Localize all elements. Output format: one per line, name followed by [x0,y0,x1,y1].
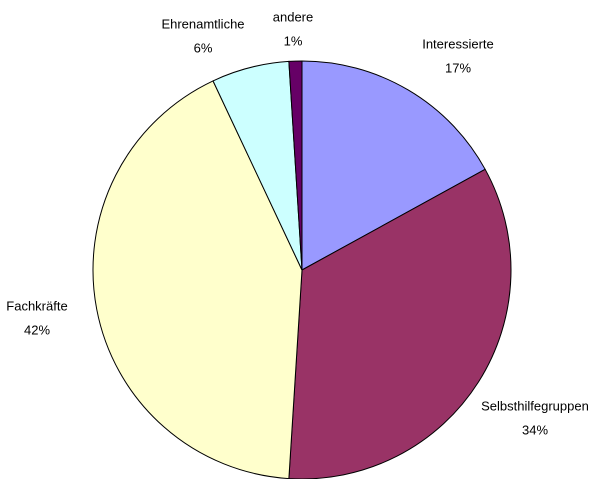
pie-slice [92,80,303,479]
pie-slice [301,60,486,271]
pie-slice [288,60,303,271]
slice-label: Interessierte [422,36,494,51]
slice-label: Ehrenamtliche [161,16,244,31]
slice-label: andere [273,9,313,24]
slice-label: Selbsthilfegruppen [481,398,589,413]
slice-value-label: 42% [24,322,50,337]
slice-label: Fachkräfte [6,298,67,313]
slice-value-label: 17% [445,60,471,75]
slice-value-label: 6% [194,40,213,55]
pie-slice [288,168,512,479]
slice-value-label: 34% [522,422,548,437]
slice-value-label: 1% [284,33,303,48]
